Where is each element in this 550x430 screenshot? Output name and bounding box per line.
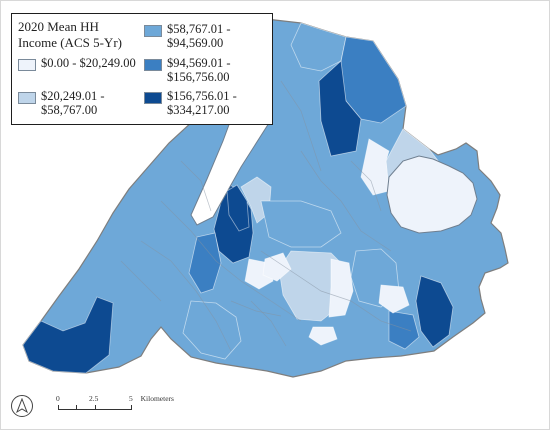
- scale-bar: 0 2.5 5 5 Kilometers: [11, 393, 174, 423]
- scale-tick: [131, 405, 132, 410]
- lake: [386, 155, 478, 234]
- scale-tick: [95, 405, 96, 410]
- tract-region[interactable]: [188, 232, 222, 294]
- legend-item: $58,767.01 - $94,569.00: [144, 22, 275, 50]
- scale-tick-label: 2.5: [89, 394, 99, 403]
- north-arrow-glyph: [16, 398, 28, 414]
- legend-swatch: [144, 25, 162, 37]
- tract-region[interactable]: [182, 300, 242, 360]
- legend-item: $94,569.01 - $156,756.00: [144, 56, 275, 84]
- legend-title: 2020 Mean HH Income (ACS 5-Yr): [18, 19, 122, 50]
- legend-swatch: [18, 59, 36, 71]
- tract-region-light[interactable]: [262, 252, 292, 282]
- tract-region-light[interactable]: [328, 258, 354, 318]
- scale-unit: 5 Kilometers: [135, 395, 174, 403]
- scale-unit-label: Kilometers: [140, 394, 174, 403]
- legend-label: $94,569.01 - $156,756.00: [167, 56, 231, 84]
- tract-region[interactable]: [290, 22, 347, 72]
- legend-item: $156,756.01 - $334,217.00: [144, 89, 275, 117]
- legend-item: $0.00 - $20,249.00: [18, 56, 149, 71]
- scale-tick: [58, 405, 59, 410]
- legend-label: $58,767.01 - $94,569.00: [167, 22, 231, 50]
- legend-swatch: [144, 92, 162, 104]
- scale-tick: [76, 405, 77, 410]
- tract-region-light[interactable]: [378, 284, 410, 314]
- scale-tick-label: 0: [56, 394, 60, 403]
- scale-tick-label: 5: [129, 394, 133, 403]
- legend-label: $156,756.01 - $334,217.00: [167, 89, 237, 117]
- tract-region[interactable]: [260, 200, 342, 248]
- tract-region-dark[interactable]: [22, 296, 114, 374]
- legend-label: $0.00 - $20,249.00: [41, 56, 136, 70]
- tract-region[interactable]: [388, 310, 420, 350]
- legend-swatch: [144, 59, 162, 71]
- tract-region-light[interactable]: [308, 326, 338, 346]
- legend-panel: 2020 Mean HH Income (ACS 5-Yr) $0.00 - $…: [11, 13, 273, 125]
- tract-boundaries: [120, 80, 412, 352]
- legend-items: $0.00 - $20,249.00 $20,249.01 - $58,767.…: [12, 14, 272, 124]
- north-arrow-icon: [11, 395, 33, 417]
- tract-region-dark[interactable]: [226, 184, 250, 232]
- legend-swatch: [18, 92, 36, 104]
- legend-label: $20,249.01 - $58,767.00: [41, 89, 105, 117]
- tract-region[interactable]: [318, 60, 362, 157]
- legend-item: $20,249.01 - $58,767.00: [18, 89, 149, 117]
- tract-region[interactable]: [415, 275, 454, 348]
